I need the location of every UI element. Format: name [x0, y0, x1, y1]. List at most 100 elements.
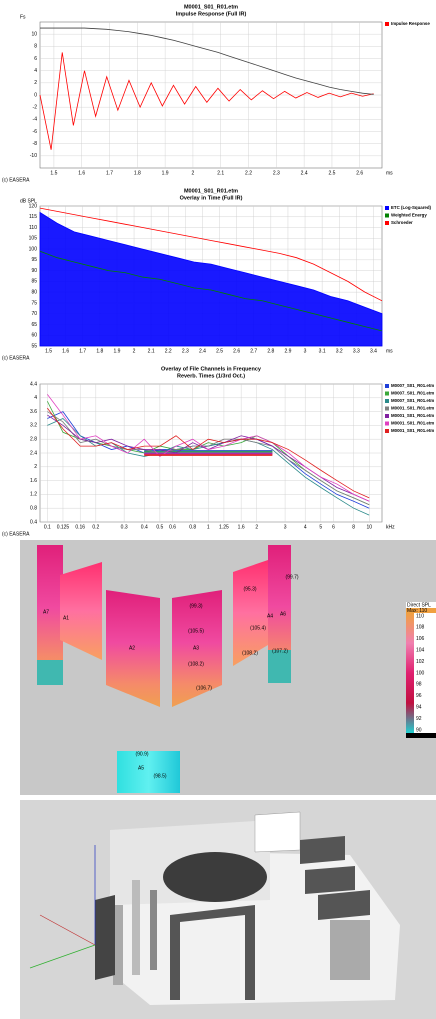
- legend-swatch: [385, 214, 389, 218]
- color-scale: [406, 613, 414, 733]
- y-tick-label: 3.6: [30, 409, 37, 415]
- y-tick-label: 85: [31, 279, 37, 285]
- x-tick-label: 5: [319, 524, 322, 530]
- legend-label: M0007_S01_R01.etm: [391, 398, 434, 403]
- y-tick-label: -6: [33, 129, 38, 135]
- x-tick-label: 2: [133, 348, 136, 354]
- y-tick-label: 2: [34, 80, 37, 86]
- block: [318, 890, 370, 920]
- surface-label: (107.2): [272, 648, 288, 654]
- y-tick-label: 70: [31, 311, 37, 317]
- x-tick-label: 1.8: [134, 170, 141, 176]
- legend-label: M0001_S01_R01.etm: [391, 406, 434, 411]
- x-tick-label: 0.2: [92, 524, 99, 530]
- render-panel: [20, 800, 436, 1019]
- y-tick-label: 4: [34, 68, 37, 74]
- legend-label: M0001_S01_R01.etm: [391, 413, 434, 418]
- x-tick-label: 1.25: [219, 524, 229, 530]
- x-tick-label: 10: [366, 524, 372, 530]
- x-tick-label: 2.2: [245, 170, 252, 176]
- legend-swatch: [385, 221, 389, 225]
- x-tick-label: 0.4: [141, 524, 148, 530]
- x-tick-label: 2.6: [233, 348, 240, 354]
- x-tick-label: 2.4: [199, 348, 206, 354]
- scale-label: 104: [416, 648, 425, 654]
- page: A7A1A2(99.3)(105.5)A3(108.2)(106.7)(95.3…: [0, 0, 436, 1019]
- legend-swatch: [385, 407, 389, 411]
- x-tick-label: 2.5: [216, 348, 223, 354]
- x-tick-label: 2.7: [250, 348, 257, 354]
- y-tick-label: 60: [31, 333, 37, 339]
- y-tick-label: 95: [31, 257, 37, 263]
- x-tick-label: 0.1: [44, 524, 51, 530]
- ceiling-disc: [163, 852, 267, 902]
- x-tick-label: 0.16: [75, 524, 85, 530]
- chart-title: M0001_S01_R01.etm: [184, 4, 238, 10]
- surface-label: A6: [280, 611, 286, 617]
- chart-subtitle: Reverb. Times (1/3rd Oct.): [177, 373, 245, 379]
- chart-title: M0001_S01_R01.etm: [184, 188, 238, 194]
- x-tick-label: 2.5: [328, 170, 335, 176]
- scale-min: Min: 0: [407, 733, 421, 739]
- legend-label: M0001_S01_R01.etm: [391, 428, 434, 433]
- y-tick-label: 4: [34, 395, 37, 401]
- y-tick-label: 6: [34, 56, 37, 62]
- x-tick-label: 0.5: [156, 524, 163, 530]
- x-tick-label: 0.125: [57, 524, 70, 530]
- x-tick-label: 0.6: [169, 524, 176, 530]
- x-tick-label: 3.1: [319, 348, 326, 354]
- surface-label: A5: [138, 765, 144, 771]
- x-axis-unit: kHz: [386, 524, 395, 530]
- x-tick-label: 3.4: [370, 348, 377, 354]
- x-tick-label: 1.6: [78, 170, 85, 176]
- x-tick-label: 2.6: [356, 170, 363, 176]
- y-tick-label: 4.4: [30, 381, 37, 387]
- x-tick-label: 2.9: [284, 348, 291, 354]
- legend-swatch: [385, 392, 389, 396]
- surface-label: (95.3): [243, 586, 256, 592]
- surface: [37, 660, 63, 685]
- pillar: [150, 890, 157, 970]
- y-tick-label: -8: [33, 141, 38, 147]
- y-tick-label: 2.4: [30, 450, 37, 456]
- y-tick-label: 75: [31, 300, 37, 306]
- surface-label: A1: [63, 615, 69, 621]
- x-axis-unit: ms: [386, 348, 393, 354]
- legend-label: Weighted Energy: [391, 213, 427, 218]
- scale-label: 102: [416, 659, 425, 665]
- chart: Overlay of File Channels in FrequencyRev…: [2, 366, 434, 537]
- scale-label: 94: [416, 705, 422, 711]
- mapping-panel: A7A1A2(99.3)(105.5)A3(108.2)(106.7)(95.3…: [20, 540, 436, 795]
- block: [300, 836, 345, 864]
- y-tick-label: 3.2: [30, 423, 37, 429]
- y-tick-label: 2: [34, 464, 37, 470]
- x-tick-label: 1: [207, 524, 210, 530]
- x-tick-label: 3: [284, 524, 287, 530]
- footer: (c) EASERA: [2, 531, 30, 537]
- surface-label: (105.5): [188, 628, 204, 634]
- x-tick-label: 2.4: [301, 170, 308, 176]
- chart-title: Overlay of File Channels in Frequency: [161, 366, 262, 372]
- y-tick-label: -2: [33, 104, 38, 110]
- scale-label: 98: [416, 682, 422, 688]
- legend-label: ETC (Log-Squared): [391, 205, 432, 210]
- pillar: [330, 920, 370, 980]
- legend-swatch: [385, 206, 389, 210]
- surface-label: (108.2): [188, 661, 204, 667]
- x-axis-unit: ms: [386, 170, 393, 176]
- y-tick-label: 8: [34, 44, 37, 50]
- x-tick-label: 2.3: [273, 170, 280, 176]
- surface-label: A2: [129, 645, 135, 651]
- chart-subtitle: Impulse Response (Full IR): [176, 11, 247, 17]
- x-tick-label: 3: [304, 348, 307, 354]
- y-tick-label: 1.6: [30, 478, 37, 484]
- x-tick-label: 2.8: [267, 348, 274, 354]
- y-axis-label: dB SPL: [20, 198, 37, 204]
- y-tick-label: 1.2: [30, 492, 37, 498]
- surface-label: (105.4): [250, 625, 266, 631]
- legend-label: Impulse Response: [391, 21, 430, 26]
- surface-label: (99.7): [285, 574, 298, 580]
- x-tick-label: 3.2: [336, 348, 343, 354]
- report: A7A1A2(99.3)(105.5)A3(108.2)(106.7)(95.3…: [0, 0, 436, 1019]
